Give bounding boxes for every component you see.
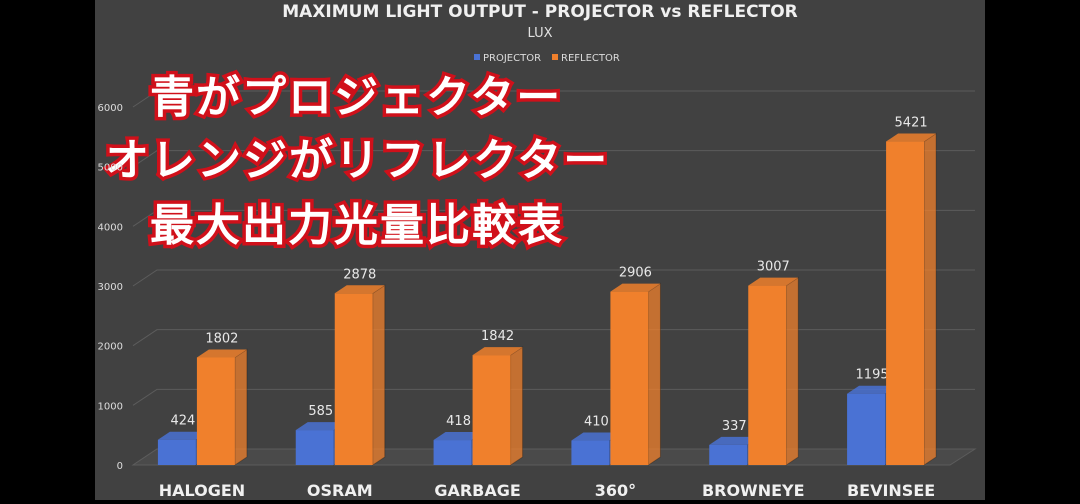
bar-top: [571, 432, 622, 441]
bar-side: [923, 132, 937, 466]
y-tick-label: 0: [117, 461, 123, 472]
bar: [157, 439, 196, 465]
bar-side: [785, 276, 799, 466]
grid-line: [132, 329, 975, 347]
overlay-caption: 最大出力光量比較表: [150, 200, 564, 251]
bar-top: [295, 422, 346, 431]
value-label: 1802: [205, 331, 238, 346]
bar-top: [748, 277, 799, 286]
x-tick-label: BEVINSEE: [847, 481, 935, 500]
bar-top: [472, 347, 523, 356]
bar-side: [234, 348, 248, 466]
value-label: 2906: [619, 266, 652, 281]
bar: [709, 444, 748, 465]
grid-line: [132, 269, 975, 287]
x-tick-label: 360°: [595, 481, 636, 500]
value-label: 5421: [895, 116, 928, 131]
bar-top: [886, 133, 937, 142]
bar: [433, 440, 472, 465]
legend-label: PROJECTOR: [483, 53, 541, 64]
bar: [334, 293, 373, 465]
overlay-caption: 青がプロジェクター: [150, 72, 562, 123]
legend-swatch: [552, 54, 558, 60]
legend-label: REFLECTOR: [561, 53, 620, 64]
x-tick-label: OSRAM: [307, 481, 373, 500]
bar-side: [510, 346, 524, 466]
bar: [571, 440, 610, 465]
grid-line: [132, 209, 975, 227]
bar-top: [709, 436, 760, 445]
y-tick-label: 6000: [98, 103, 123, 114]
value-label: 1195: [856, 368, 889, 383]
bar: [610, 291, 649, 465]
y-tick-label: 1000: [98, 401, 123, 412]
value-label: 3007: [757, 260, 790, 275]
value-label: 410: [584, 415, 609, 430]
bar-top: [610, 283, 661, 292]
bar-top: [847, 385, 898, 394]
bar: [847, 393, 886, 465]
bar-top: [196, 349, 247, 358]
y-tick-label: 2000: [98, 342, 123, 353]
x-tick-label: GARBAGE: [434, 481, 520, 500]
value-label: 585: [308, 404, 333, 419]
bar-top: [433, 432, 484, 441]
value-label: 424: [171, 414, 196, 429]
bar: [196, 357, 235, 465]
value-label: 418: [446, 414, 471, 429]
legend-swatch: [474, 54, 480, 60]
bar-top: [334, 285, 385, 294]
chart-title: MAXIMUM LIGHT OUTPUT - PROJECTOR vs REFL…: [282, 2, 798, 22]
grid-line: [132, 90, 975, 108]
y-tick-label: 3000: [98, 282, 123, 293]
bar: [472, 355, 511, 465]
value-label: 1842: [481, 329, 514, 344]
bar: [886, 141, 925, 465]
bar: [748, 285, 787, 465]
bar: [295, 430, 334, 465]
grid-line: [132, 388, 975, 406]
bar-top: [157, 431, 208, 440]
grid-line: [132, 150, 975, 168]
x-tick-label: HALOGEN: [159, 481, 245, 500]
bar-side: [647, 282, 661, 466]
chart-subtitle: LUX: [527, 26, 552, 41]
bar-side: [372, 284, 386, 466]
overlay-caption: オレンジがリフレクター: [105, 135, 609, 186]
y-tick-label: 4000: [98, 222, 123, 233]
value-label: 337: [722, 419, 747, 434]
y-tick-label: 5000: [98, 163, 123, 174]
value-label: 2878: [343, 267, 376, 282]
x-tick-label: BROWNEYE: [702, 481, 805, 500]
